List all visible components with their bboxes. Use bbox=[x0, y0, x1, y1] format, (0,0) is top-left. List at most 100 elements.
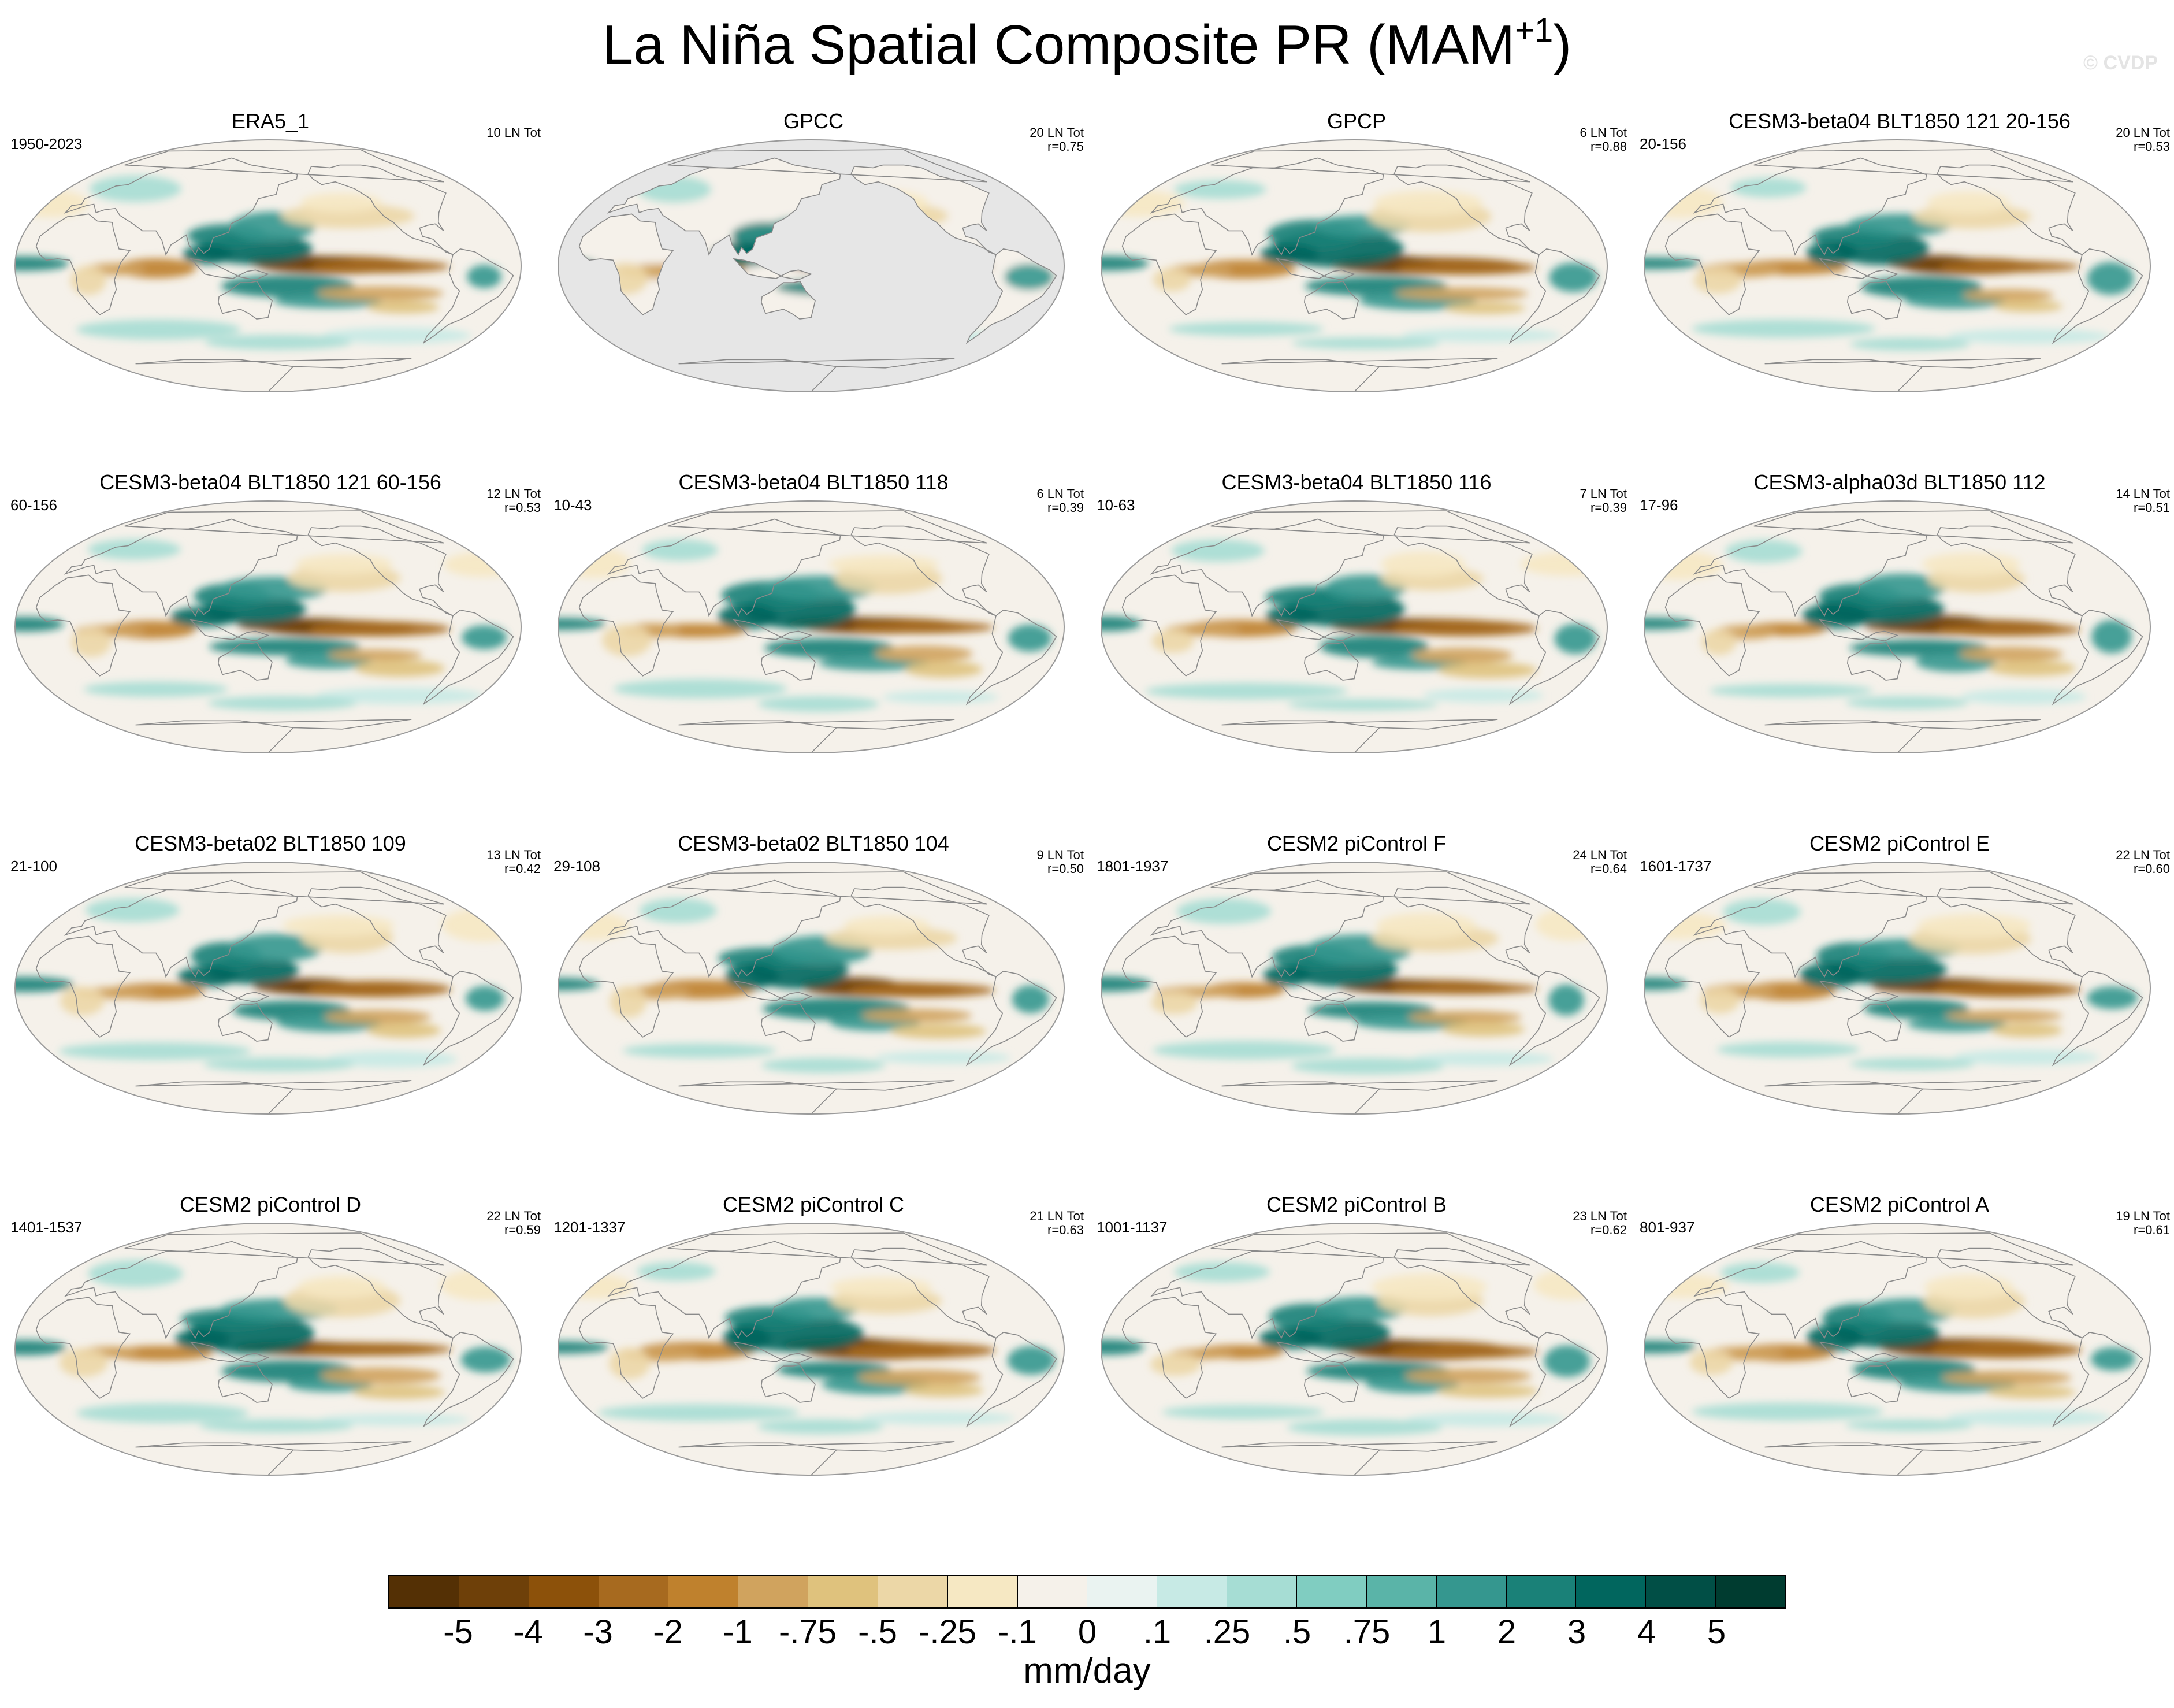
anomaly-region bbox=[1693, 267, 1741, 294]
coastline-north-america bbox=[307, 886, 454, 978]
panel-title: CESM3-beta04 BLT1850 118 bbox=[678, 470, 949, 494]
panel-stats: 19 LN Tot r=0.61 bbox=[2054, 1209, 2170, 1237]
anomaly-region bbox=[322, 327, 471, 344]
coastline-indonesia bbox=[189, 980, 270, 1003]
map-panel: CESM3-beta04 BLT1850 116 10-63 7 LN Tot r=0… bbox=[1086, 471, 1627, 833]
panel-stats: 22 LN Tot r=0.59 bbox=[425, 1209, 541, 1237]
coastline-antarctica bbox=[1221, 358, 1498, 392]
coastline-antarctica bbox=[135, 1080, 412, 1114]
anomaly-region bbox=[1376, 912, 1476, 939]
panel-stats: 20 LN Tot r=0.53 bbox=[2054, 126, 2170, 154]
anomaly-region bbox=[1644, 617, 1694, 630]
panel-stats: 10 LN Tot bbox=[425, 126, 541, 140]
anomaly-region bbox=[1406, 1412, 1566, 1427]
anomaly-region bbox=[558, 1273, 633, 1299]
anomaly-region bbox=[1101, 616, 1142, 632]
coastline-greenland bbox=[124, 1232, 444, 1266]
panel-event-count: 6 LN Tot bbox=[1580, 125, 1627, 140]
anomaly-region bbox=[441, 908, 521, 942]
anomaly-region bbox=[1802, 603, 1870, 629]
panel-pattern-correlation: r=0.50 bbox=[1047, 862, 1084, 876]
coastline-eurasia bbox=[64, 1241, 298, 1339]
colorbar-swatch bbox=[1227, 1576, 1297, 1607]
anomaly-region bbox=[207, 696, 357, 711]
global-precipitation-map bbox=[1101, 862, 1608, 1115]
panel-title: CESM3-beta02 BLT1850 104 bbox=[678, 831, 949, 855]
panel-event-count: 13 LN Tot bbox=[486, 848, 541, 862]
map-panel: CESM3-beta02 BLT1850 104 29-108 9 LN Tot r=… bbox=[543, 832, 1084, 1194]
coastline-indonesia bbox=[733, 1341, 813, 1364]
panel-title: CESM2 piControl F bbox=[1266, 831, 1447, 855]
coastline-south-america bbox=[1508, 248, 1600, 344]
panel-title: CESM2 piControl A bbox=[1809, 1193, 1990, 1216]
anomaly-region bbox=[1396, 261, 1537, 275]
anomaly-region bbox=[1644, 1341, 1697, 1353]
coastline-eurasia bbox=[607, 1241, 841, 1339]
anomaly-region bbox=[1153, 1041, 1335, 1060]
anomaly-region bbox=[1395, 287, 1529, 300]
anomaly-region bbox=[71, 627, 112, 657]
anomaly-region bbox=[90, 176, 181, 202]
coastline-australia bbox=[217, 1002, 273, 1042]
anomaly-region bbox=[1863, 999, 1969, 1019]
anomaly-region bbox=[1858, 573, 1946, 601]
coastline-australia bbox=[217, 280, 273, 320]
anomaly-region bbox=[1548, 984, 1584, 1016]
anomaly-region bbox=[904, 1383, 984, 1397]
coastline-indonesia bbox=[733, 619, 813, 642]
anomaly-region bbox=[1932, 1341, 2082, 1358]
coastline-north-america bbox=[307, 1247, 454, 1339]
anomaly-region bbox=[1145, 682, 1348, 700]
anomaly-region bbox=[905, 661, 983, 678]
anomaly-region bbox=[15, 190, 89, 218]
panel-title: CESM2 piControl D bbox=[179, 1193, 362, 1216]
coastline-australia bbox=[760, 1002, 816, 1042]
colorbar-swatch bbox=[599, 1576, 669, 1607]
map-panel: CESM3-beta04 BLT1850 121 20-156 20-156 20 … bbox=[1629, 110, 2170, 471]
coastline-greenland bbox=[1210, 149, 1530, 183]
anomaly-region bbox=[466, 986, 504, 1011]
panel-period-label: 17-96 bbox=[1640, 496, 1678, 514]
anomaly-region bbox=[1422, 688, 1544, 703]
panel-period-label: 801-937 bbox=[1640, 1219, 1695, 1236]
figure-title-main: La Niña Spatial Composite PR (MAM bbox=[602, 14, 1515, 76]
coastline-greenland bbox=[1753, 1232, 2073, 1266]
coastline-antarctica bbox=[135, 1441, 412, 1475]
coastline-north-america bbox=[1393, 886, 1540, 978]
anomaly-region bbox=[88, 539, 181, 560]
coastline-indonesia bbox=[189, 619, 270, 642]
anomaly-region bbox=[1692, 319, 1875, 338]
anomaly-region bbox=[882, 690, 998, 704]
colorbar-tick-label: 1 bbox=[1427, 1613, 1447, 1651]
anomaly-region bbox=[1008, 624, 1052, 652]
anomaly-region bbox=[1989, 660, 2076, 676]
coastline-north-america bbox=[1393, 1247, 1540, 1339]
anomaly-region bbox=[1535, 908, 1604, 941]
coastline-north-america bbox=[850, 886, 997, 978]
anomaly-region bbox=[1444, 302, 1526, 314]
panel-title: CESM3-beta04 BLT1850 116 bbox=[1221, 470, 1492, 494]
colorbar-swatch bbox=[1436, 1576, 1507, 1607]
map-panel: CESM3-alpha03d BLT1850 112 17-96 14 LN Tot… bbox=[1629, 471, 2170, 833]
panel-stats: 6 LN Tot r=0.88 bbox=[1511, 126, 1627, 154]
panel-title: CESM3-beta04 BLT1850 121 20-156 bbox=[1729, 109, 2071, 133]
panel-period-label: 29-108 bbox=[553, 857, 600, 875]
colorbar-tick-label: -.25 bbox=[919, 1613, 976, 1651]
anomaly-region bbox=[1936, 623, 2080, 637]
anomaly-region bbox=[1101, 1339, 1144, 1355]
panel-event-count: 24 LN Tot bbox=[1573, 848, 1627, 862]
anomaly-region bbox=[875, 645, 973, 662]
coastline-north-america bbox=[1937, 886, 2083, 978]
global-precipitation-map bbox=[1101, 139, 1608, 392]
coastline-africa bbox=[1121, 574, 1217, 677]
coastline-north-america bbox=[1393, 525, 1540, 617]
anomaly-region bbox=[1953, 1049, 2099, 1065]
colorbar-tick-label: -.5 bbox=[858, 1613, 897, 1651]
anomaly-region bbox=[1162, 1405, 1324, 1419]
anomaly-region bbox=[640, 898, 717, 923]
anomaly-region bbox=[304, 1343, 452, 1356]
coastline-south-america bbox=[422, 610, 514, 706]
global-precipitation-map bbox=[1644, 500, 2151, 753]
coastline-greenland bbox=[124, 510, 444, 544]
anomaly-region bbox=[296, 554, 392, 574]
